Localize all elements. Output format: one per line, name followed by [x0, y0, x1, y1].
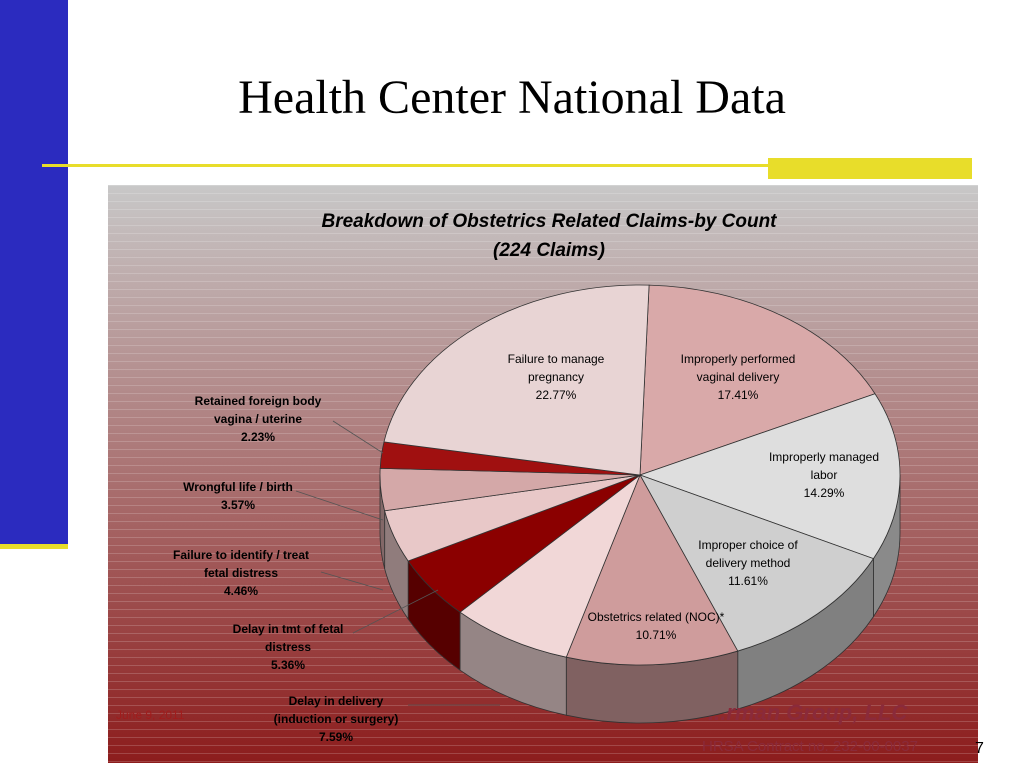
slice-percent-label: 5.36%: [271, 658, 305, 672]
slice-label-line: Failure to identify / treat: [173, 548, 309, 562]
slice-label-obstetrics-related-noc: Obstetrics related (NOC)* 10.71%: [588, 610, 725, 642]
footer-company: ...rman Group, LLC: [708, 700, 908, 725]
slice-label-improperly-managed-labor: Improperly managed labor 14.29%: [769, 450, 879, 500]
slice-label-failure-to-identify-treat-fetal-distress: Failure to identify / treat fetal distres…: [173, 548, 309, 598]
slice-label-delay-in-tmt-of-fetal-distress: Delay in tmt of fetal distress 5.36%: [233, 622, 344, 672]
chart-frame: Breakdown of Obstetrics Related Claims-b…: [108, 185, 978, 763]
label-leader-lines: [295, 420, 500, 706]
slice-label-retained-foreign-body-vagina-uterine: Retained foreign body vagina / uterine 2.2…: [195, 394, 322, 444]
slice-percent-label: 14.29%: [804, 486, 845, 500]
slice-percent-label: 3.57%: [221, 498, 255, 512]
slice-label-line: Delay in delivery: [289, 694, 384, 708]
slice-label-line: vagina / uterine: [214, 412, 302, 426]
slice-label-improper-choice-of-delivery-method: Improper choice of delivery method 11.61%: [698, 538, 798, 588]
leader-line-failure-to-identify-treat-fetal-distress: [320, 571, 384, 591]
obstetrics-claims-pie-chart: Breakdown of Obstetrics Related Claims-b…: [108, 185, 978, 763]
slice-label-line: Delay in tmt of fetal: [233, 622, 344, 636]
slice-label-line: (induction or surgery): [274, 712, 399, 726]
slice-percent-label: 4.46%: [224, 584, 258, 598]
pie-slice-failure-to-manage-pregnancy: [383, 284, 650, 476]
leader-line-delay-in-tmt-of-fetal-distress: [352, 589, 439, 634]
slice-label-line: Failure to manage: [508, 352, 605, 366]
slice-label-line: Improperly managed: [769, 450, 879, 464]
slice-percent-label: 17.41%: [718, 388, 759, 402]
leader-line-wrongful-life-birth: [295, 490, 384, 521]
slice-label-line: delivery method: [706, 556, 791, 570]
slice-label-improperly-performed-vaginal-delivery: Improperly performed vaginal delivery 17.4…: [681, 352, 796, 402]
slice-label-line: Improperly performed: [681, 352, 796, 366]
slice-label-wrongful-life-birth: Wrongful life / birth 3.57%: [183, 480, 293, 512]
sidebar-bar: [0, 0, 68, 548]
footer-date: June 9, 2011: [116, 708, 185, 722]
slice-labels: Improperly performed vaginal delivery 17.4…: [173, 352, 879, 744]
chart-subtitle: (224 Claims): [493, 240, 605, 261]
slice-percent-label: 7.59%: [319, 730, 353, 744]
pie-slice-improper-choice-of-delivery-method: [639, 474, 875, 652]
slice-label-line: Improper choice of: [698, 538, 798, 552]
title-accent-block: [768, 158, 972, 179]
leader-line-retained-foreign-body-vagina-uterine: [332, 420, 384, 454]
slice-label-delay-in-delivery-induction-or-surgery: Delay in delivery (induction or surgery) 7…: [274, 694, 399, 744]
slice-percent-label: 22.77%: [536, 388, 577, 402]
pie-slices: [379, 284, 901, 666]
pie-slice-improperly-performed-vaginal-delivery: [639, 284, 876, 476]
pie-slice-obstetrics-related-noc: [565, 474, 739, 666]
slice-label-line: Retained foreign body: [195, 394, 322, 408]
slice-percent-label: 10.71%: [636, 628, 677, 642]
slice-percent-label: 2.23%: [241, 430, 275, 444]
sidebar-accent: [0, 544, 68, 549]
slice-percent-label: 11.61%: [728, 574, 768, 588]
title-rule: [42, 164, 972, 167]
slice-label-line: Obstetrics related (NOC)*: [588, 610, 725, 624]
slice-label-line: vaginal delivery: [697, 370, 780, 384]
chart-title: Breakdown of Obstetrics Related Claims-b…: [321, 211, 777, 232]
footer-contract: HRSA Contract no. 232-00-0037: [702, 738, 918, 755]
slice-label-line: distress: [265, 640, 311, 654]
slice-label-line: Wrongful life / birth: [183, 480, 293, 494]
pie-slice-delay-in-delivery-induction-or-surgery: [459, 473, 641, 658]
slice-label-failure-to-manage-pregnancy: Failure to manage pregnancy 22.77%: [508, 352, 605, 402]
page-number: 7: [975, 740, 984, 757]
slice-label-line: pregnancy: [528, 370, 584, 384]
slice-label-line: labor: [811, 468, 838, 482]
slice-label-line: fetal distress: [204, 566, 278, 580]
slide-title: Health Center National Data: [238, 71, 786, 124]
pie-slice-improperly-managed-labor: [638, 393, 901, 560]
